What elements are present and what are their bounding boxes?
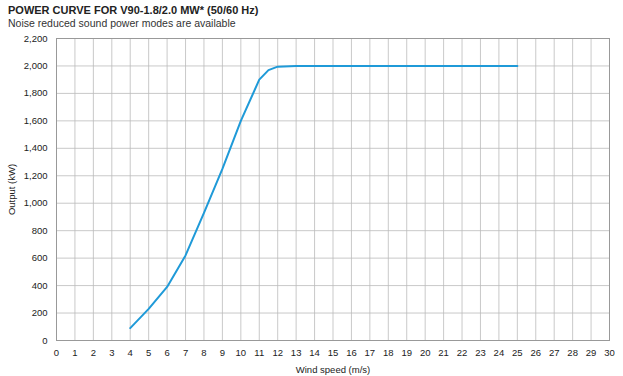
- html-text:Noise reduced sound power mode: Noise reduced sound power modes are avai…: [8, 17, 236, 29]
- svg-text:18: 18: [383, 347, 394, 358]
- svg-text:29: 29: [586, 347, 597, 358]
- svg-text:28: 28: [567, 347, 578, 358]
- svg-text:3: 3: [109, 347, 114, 358]
- svg-text:800: 800: [32, 225, 48, 236]
- svg-text:0: 0: [42, 335, 47, 346]
- svg-text:6: 6: [164, 347, 169, 358]
- svg-text:2,200: 2,200: [24, 33, 48, 44]
- svg-text:13: 13: [291, 347, 302, 358]
- svg-text:1,600: 1,600: [24, 115, 48, 126]
- svg-text:9: 9: [220, 347, 225, 358]
- html-text:POWER CURVE FOR V90-1.8/2.0 MW: POWER CURVE FOR V90-1.8/2.0 MW* (50/60 H…: [8, 4, 259, 16]
- svg-text:11: 11: [254, 347, 264, 358]
- svg-text:22: 22: [457, 347, 468, 358]
- svg-text:30: 30: [604, 347, 615, 358]
- svg-text:5: 5: [146, 347, 151, 358]
- svg-text:0: 0: [54, 347, 59, 358]
- svg-text:26: 26: [530, 347, 541, 358]
- svg-text:12: 12: [272, 347, 283, 358]
- svg-text:16: 16: [346, 347, 357, 358]
- svg-text:1,200: 1,200: [24, 170, 48, 181]
- svg-text:8: 8: [201, 347, 206, 358]
- svg-text:400: 400: [32, 280, 48, 291]
- svg-text:23: 23: [475, 347, 486, 358]
- svg-text:Output (kW): Output (kW): [6, 164, 17, 215]
- svg-text:Wind speed (m/s): Wind speed (m/s): [296, 364, 370, 375]
- svg-text:2: 2: [91, 347, 96, 358]
- svg-text:14: 14: [309, 347, 320, 358]
- svg-text:24: 24: [494, 347, 505, 358]
- svg-text:10: 10: [236, 347, 247, 358]
- svg-text:1,400: 1,400: [24, 142, 48, 153]
- svg-text:19: 19: [401, 347, 412, 358]
- svg-text:2,000: 2,000: [24, 60, 48, 71]
- svg-text:1: 1: [72, 347, 77, 358]
- svg-text:20: 20: [420, 347, 431, 358]
- svg-text:200: 200: [32, 307, 48, 318]
- svg-text:21: 21: [438, 347, 449, 358]
- svg-text:15: 15: [328, 347, 339, 358]
- svg-text:1,800: 1,800: [24, 87, 48, 98]
- svg-text:600: 600: [32, 252, 48, 263]
- svg-text:27: 27: [549, 347, 560, 358]
- svg-text:1,000: 1,000: [24, 197, 48, 208]
- svg-text:17: 17: [365, 347, 376, 358]
- svg-text:25: 25: [512, 347, 523, 358]
- svg-text:7: 7: [183, 347, 188, 358]
- svg-text:4: 4: [128, 347, 133, 358]
